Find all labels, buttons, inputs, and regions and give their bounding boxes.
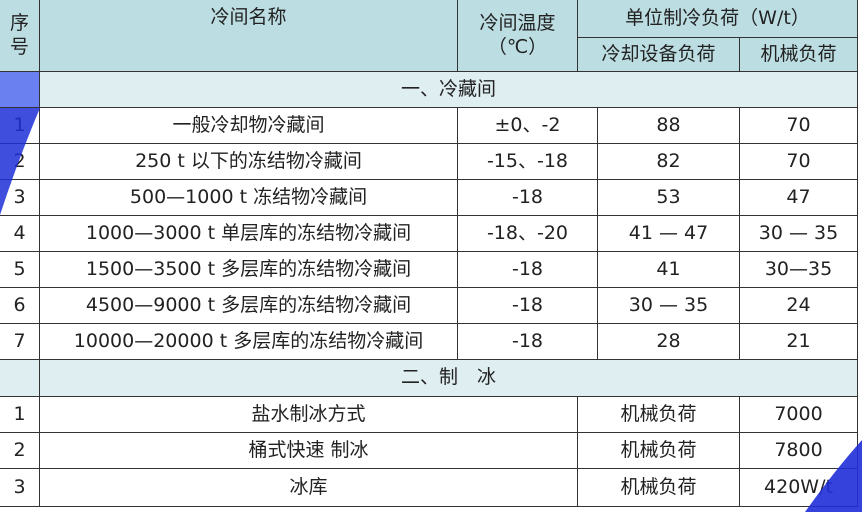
- header-unit-load: 单位制冷负荷（W/t）: [578, 0, 858, 38]
- row-equipment-load: 30 — 35: [598, 288, 740, 324]
- row-name: 250 t 以下的冻结物冷藏间: [40, 144, 458, 180]
- row-equipment-load: 28: [598, 324, 740, 360]
- row-name: 4500—9000 t 多层库的冻结物冷藏间: [40, 288, 458, 324]
- row-index: 3: [0, 180, 40, 216]
- row-index: 1: [0, 397, 40, 433]
- row-temperature: ±0、-2: [458, 108, 598, 144]
- row-index: 3: [0, 469, 40, 507]
- row-index: 4: [0, 216, 40, 252]
- row-value: 7000: [740, 397, 858, 433]
- row-index: 6: [0, 288, 40, 324]
- row-name: 10000—20000 t 多层库的冻结物冷藏间: [40, 324, 458, 360]
- header-temperature: 冷间温度（℃）: [458, 0, 578, 72]
- row-name: 一般冷却物冷藏间: [40, 108, 458, 144]
- row-index: 1: [0, 108, 40, 144]
- row-value: 7800: [740, 433, 858, 469]
- section-title: 二、制 冰: [40, 360, 858, 397]
- row-temperature: -18: [458, 288, 598, 324]
- row-name: 桶式快速 制冰: [40, 433, 578, 469]
- row-mechanical-load: 24: [740, 288, 858, 324]
- row-temperature: -15、-18: [458, 144, 598, 180]
- row-index: 2: [0, 144, 40, 180]
- row-index: 7: [0, 324, 40, 360]
- row-name: 1500—3500 t 多层库的冻结物冷藏间: [40, 252, 458, 288]
- row-index: 2: [0, 433, 40, 469]
- row-equipment-load: 88: [598, 108, 740, 144]
- row-name: 盐水制冰方式: [40, 397, 578, 433]
- section-index: [0, 360, 40, 397]
- row-temperature: -18: [458, 324, 598, 360]
- row-name: 500—1000 t 冻结物冷藏间: [40, 180, 458, 216]
- section-title: 一、冷藏间: [40, 72, 858, 108]
- row-mechanical-load: 30 — 35: [740, 216, 858, 252]
- row-temperature: -18: [458, 180, 598, 216]
- row-equipment-load: 53: [598, 180, 740, 216]
- row-equipment-load: 41: [598, 252, 740, 288]
- row-mechanical-load: 70: [740, 108, 858, 144]
- section-index: [0, 72, 40, 108]
- row-index: 5: [0, 252, 40, 288]
- header-mechanical-load: 机械负荷: [740, 38, 858, 72]
- row-load-type: 机械负荷: [578, 469, 740, 507]
- row-equipment-load: 41 — 47: [598, 216, 740, 252]
- row-mechanical-load: 30—35: [740, 252, 858, 288]
- header-equipment-load: 冷却设备负荷: [578, 38, 740, 72]
- row-name: 冰库: [40, 469, 578, 507]
- row-mechanical-load: 21: [740, 324, 858, 360]
- row-mechanical-load: 70: [740, 144, 858, 180]
- row-mechanical-load: 47: [740, 180, 858, 216]
- row-load-type: 机械负荷: [578, 433, 740, 469]
- header-name: 冷间名称: [40, 0, 458, 72]
- row-name: 1000—3000 t 单层库的冻结物冷藏间: [40, 216, 458, 252]
- row-equipment-load: 82: [598, 144, 740, 180]
- row-value: 420W/t: [740, 469, 858, 507]
- row-temperature: -18、-20: [458, 216, 598, 252]
- row-temperature: -18: [458, 252, 598, 288]
- row-load-type: 机械负荷: [578, 397, 740, 433]
- header-index: 序号: [0, 0, 40, 72]
